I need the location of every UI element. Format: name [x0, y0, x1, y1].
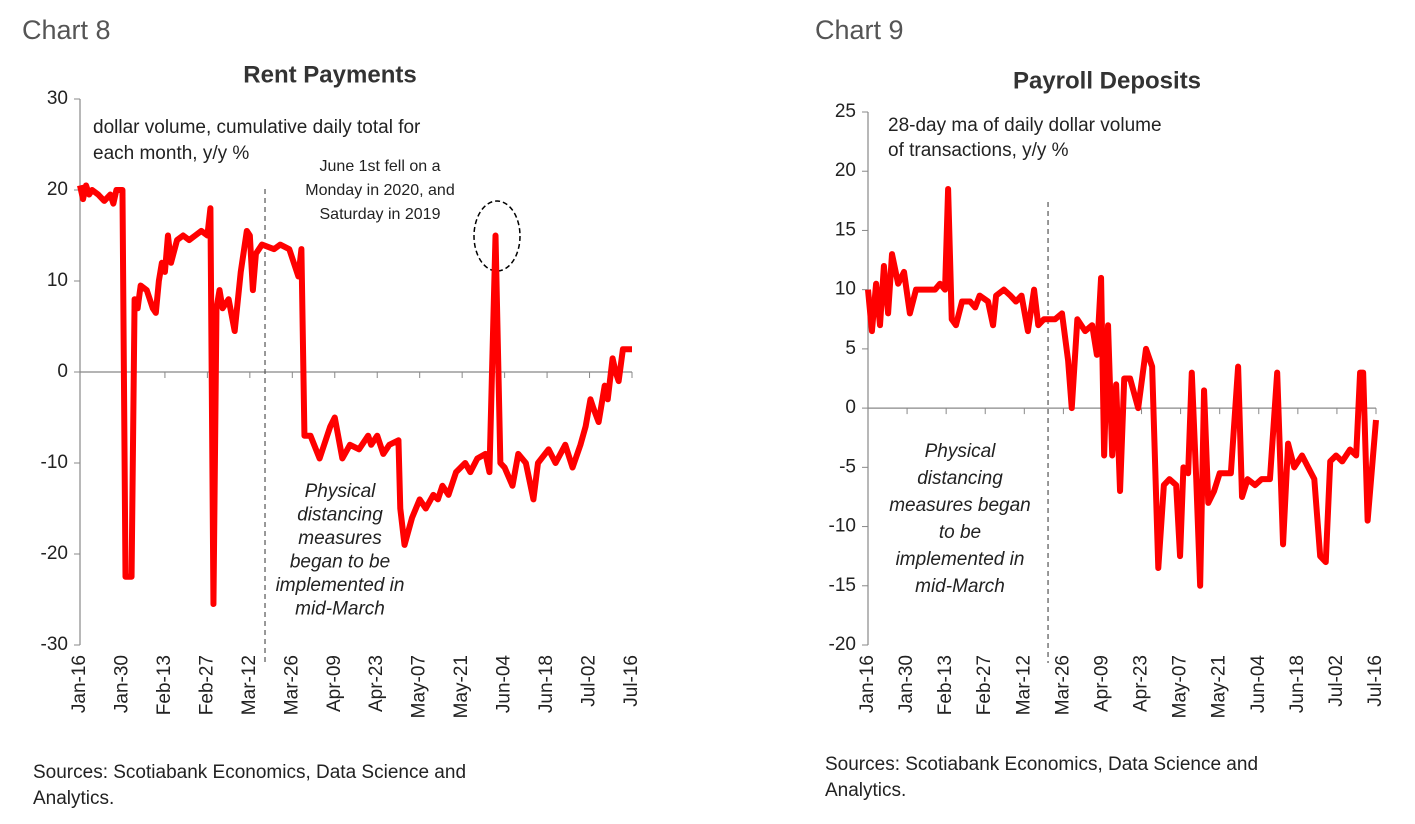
x-tick-label: Apr-23: [366, 655, 387, 712]
annotation: implemented in: [896, 549, 1025, 570]
x-tick-label: Jun-18: [536, 655, 557, 713]
x-tick-label: Feb-27: [974, 655, 995, 715]
x-tick-label: Mar-26: [1052, 655, 1073, 715]
annotation: Saturday in 2019: [320, 206, 441, 223]
annotation: mid-March: [295, 599, 385, 620]
y-tick-label: -10: [41, 452, 68, 473]
subtitle: dollar volume, cumulative daily total fo…: [93, 117, 421, 138]
annotation: Physical: [925, 441, 997, 462]
x-tick-label: Jun-04: [1248, 655, 1269, 714]
x-tick-label: May-21: [1209, 655, 1230, 718]
annotation: June 1st fell on a: [320, 158, 441, 175]
x-tick-label: Mar-26: [281, 655, 302, 715]
x-tick-label: Apr-23: [1131, 655, 1152, 712]
x-tick-label: Feb-13: [935, 655, 956, 715]
x-tick-label: Apr-09: [324, 655, 345, 712]
y-tick-label: 0: [845, 397, 856, 418]
chart-label: Chart 8: [22, 15, 111, 45]
source: Sources: Scotiabank Economics, Data Scie…: [33, 762, 466, 783]
y-tick-label: 30: [47, 88, 68, 109]
y-tick-label: -15: [829, 575, 856, 596]
y-tick-label: 10: [835, 279, 856, 300]
y-tick-label: -10: [829, 516, 856, 537]
chart: Chart 8 Rent Payments dollar volume, cumul…: [22, 15, 642, 809]
x-tick-label: Jun-04: [494, 655, 515, 714]
annotation: began to be: [290, 552, 390, 573]
y-tick-label: 20: [47, 179, 68, 200]
x-tick-label: Jan-16: [857, 655, 878, 713]
subtitle: each month, y/y %: [93, 143, 249, 164]
x-tick-label: Apr-09: [1091, 655, 1112, 712]
subtitle: 28-day ma of daily dollar volume: [888, 115, 1162, 136]
x-tick-label: Jan-30: [111, 655, 132, 713]
y-tick-label: -20: [829, 634, 856, 655]
annotation: mid-March: [915, 576, 1005, 597]
y-tick-label: -5: [839, 456, 856, 477]
x-tick-label: Jul-02: [1326, 655, 1347, 707]
data-line: [865, 185, 1379, 589]
y-tick-label: 20: [835, 160, 856, 181]
annotation: Physical: [305, 481, 377, 502]
source: Sources: Scotiabank Economics, Data Scie…: [825, 754, 1258, 775]
chart-label: Chart 9: [815, 15, 904, 45]
y-tick-label: -20: [41, 543, 68, 564]
y-tick-label: 0: [57, 361, 68, 382]
annotation: distancing: [917, 468, 1003, 489]
y-tick-label: 25: [835, 101, 856, 122]
x-tick-label: Feb-13: [154, 655, 175, 715]
y-tick-label: 15: [835, 219, 856, 240]
x-tick-label: Jul-02: [579, 655, 600, 707]
annotation: to be: [939, 522, 981, 543]
annotation: measures began: [889, 495, 1031, 516]
chart-title: Rent Payments: [243, 61, 416, 88]
y-tick-label: 10: [47, 270, 68, 291]
x-tick-label: Jul-16: [1365, 655, 1386, 707]
y-tick-label: -30: [41, 634, 68, 655]
x-tick-label: Mar-12: [1013, 655, 1034, 715]
highlight-circle: [473, 200, 521, 272]
annotation: distancing: [297, 505, 383, 526]
chart-title: Payroll Deposits: [1013, 67, 1201, 94]
x-tick-label: Jul-16: [621, 655, 642, 707]
annotation: Monday in 2020, and: [305, 182, 454, 199]
data-line: [77, 182, 632, 608]
y-tick-label: 5: [845, 338, 856, 359]
x-tick-label: May-07: [1170, 655, 1191, 718]
x-tick-label: Jan-30: [896, 655, 917, 713]
x-tick-label: Jan-16: [69, 655, 90, 713]
x-tick-label: May-21: [451, 655, 472, 718]
x-tick-label: Mar-12: [239, 655, 260, 715]
x-tick-label: Jun-18: [1287, 655, 1308, 713]
chart: Chart 9 Payroll Deposits 28-day ma of dail…: [815, 15, 1386, 801]
annotation: implemented in: [276, 575, 405, 596]
x-tick-label: Feb-27: [196, 655, 217, 715]
source: Analytics.: [33, 788, 114, 809]
subtitle: of transactions, y/y %: [888, 140, 1069, 161]
x-tick-label: May-07: [409, 655, 430, 718]
annotation: measures: [298, 528, 382, 549]
source: Analytics.: [825, 780, 906, 801]
